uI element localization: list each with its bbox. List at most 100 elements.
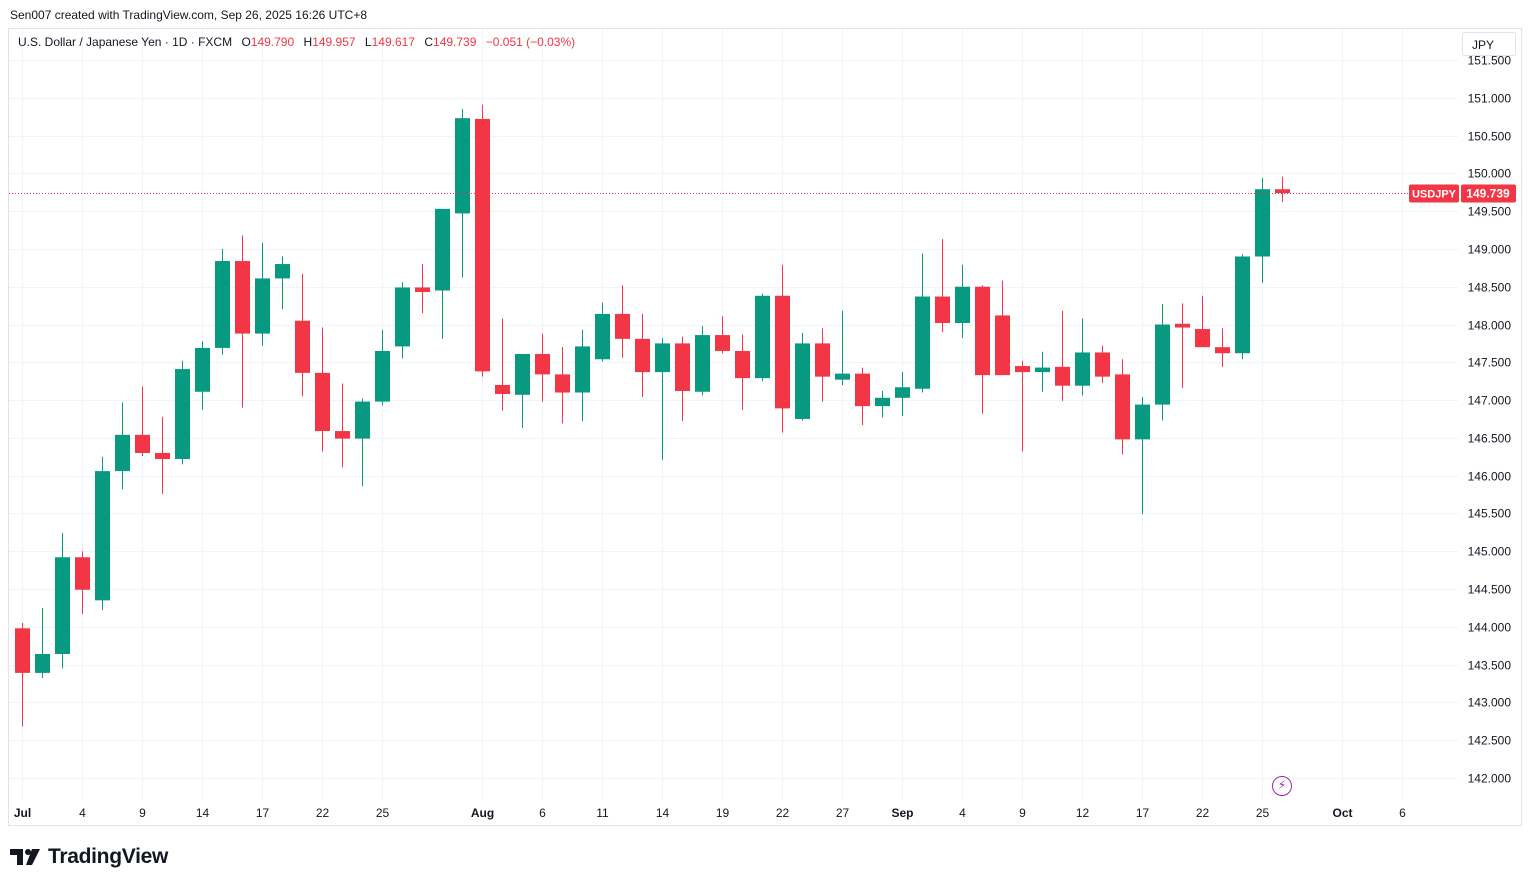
candle [235, 235, 250, 408]
candle-body [255, 278, 270, 334]
y-tick-label: 149.000 [1468, 243, 1512, 257]
candle [535, 333, 550, 402]
tradingview-logo-icon [10, 849, 40, 865]
candle [415, 264, 430, 314]
tradingview-logo[interactable]: TradingView [10, 845, 168, 869]
candle-body [55, 557, 70, 654]
candle [995, 280, 1010, 376]
candle [515, 353, 530, 429]
candle [895, 372, 910, 416]
candle-body [935, 296, 950, 323]
candle-body [75, 557, 90, 590]
candle [555, 347, 570, 424]
candle [1035, 351, 1050, 392]
x-tick-label: 22 [1196, 806, 1210, 820]
candle-body [1215, 347, 1230, 354]
y-tick-label: 146.500 [1468, 432, 1512, 446]
symbol-legend: U.S. Dollar / Japanese Yen · 1D · FXCM O… [18, 35, 575, 49]
y-tick-label: 149.500 [1468, 205, 1512, 219]
symbol-title[interactable]: U.S. Dollar / Japanese Yen · 1D · FXCM [18, 35, 233, 49]
candle-body [395, 287, 410, 347]
candle [795, 332, 810, 421]
candle-body [615, 313, 630, 339]
y-tick-label: 144.000 [1468, 621, 1512, 635]
candle [35, 607, 50, 679]
x-tick-label: Aug [471, 806, 494, 820]
x-tick-label: 17 [1136, 806, 1150, 820]
x-tick-label: 22 [776, 806, 790, 820]
y-axis: 142.000 142.500 143.000 143.500 144.000 144.5… [1468, 54, 1512, 786]
candle-layer [15, 104, 1290, 727]
x-tick-label: 22 [316, 806, 330, 820]
candle-body [115, 434, 130, 472]
candle-body [775, 295, 790, 409]
y-tick-label: 147.000 [1468, 394, 1512, 408]
candle [1135, 397, 1150, 515]
low-label: L [364, 35, 372, 49]
candle-body [1015, 366, 1030, 373]
candle [75, 551, 90, 614]
candle-body [355, 401, 370, 439]
candle [1275, 176, 1290, 203]
y-tick-label: 145.000 [1468, 545, 1512, 559]
grid-layer [9, 29, 1458, 800]
candle [15, 623, 30, 727]
chart-pane[interactable] [8, 28, 1522, 826]
low-value: 149.617 [371, 35, 415, 49]
candle-body [495, 384, 510, 395]
candle [175, 360, 190, 465]
y-tick-label: 148.000 [1468, 319, 1512, 333]
y-tick-label: 150.500 [1468, 130, 1512, 144]
candle [735, 334, 750, 410]
candle-body [435, 208, 450, 291]
candle-body [975, 286, 990, 376]
candle-body [415, 287, 430, 293]
candle-body [1235, 256, 1250, 354]
candle [1015, 360, 1030, 452]
x-tick-label: Jul [14, 806, 31, 820]
symbol-tag-label: USDJPY [1412, 189, 1457, 201]
candle-body [195, 347, 210, 392]
candle-body [515, 353, 530, 395]
candle-body [535, 353, 550, 375]
candle [135, 386, 150, 456]
candle-body [175, 369, 190, 460]
x-tick-label: Oct [1332, 806, 1352, 820]
y-tick-label: 144.500 [1468, 583, 1512, 597]
flash-icon[interactable]: ⚡ [1272, 776, 1292, 796]
x-tick-label: 4 [959, 806, 966, 820]
candle [815, 328, 830, 402]
candle [475, 104, 490, 377]
chart-credit: Sen007 created with TradingView.com, Sep… [10, 8, 368, 22]
y-tick-label: 146.000 [1468, 470, 1512, 484]
candle-body [1075, 352, 1090, 386]
candle [635, 313, 650, 398]
y-tick-label: 142.500 [1468, 734, 1512, 748]
candle [875, 391, 890, 418]
candle-body [215, 261, 230, 348]
candle-body [1275, 189, 1290, 194]
candle [935, 239, 950, 333]
candle-body [95, 471, 110, 601]
candle-body [655, 343, 670, 373]
candle [715, 316, 730, 354]
candle-body [475, 118, 490, 372]
currency-button[interactable]: JPY [1462, 32, 1516, 56]
candle [695, 326, 710, 396]
last-price-tag-bg [1461, 184, 1516, 203]
x-tick-label: 25 [1256, 806, 1270, 820]
candle [835, 310, 850, 385]
candle-body [595, 313, 610, 360]
candle-body [675, 343, 690, 392]
y-tick-label: 142.000 [1468, 772, 1512, 786]
candle [1235, 254, 1250, 360]
x-tick-label: 17 [256, 806, 270, 820]
candle-body [1195, 329, 1210, 348]
candle-body [1115, 374, 1130, 440]
candle-body [1135, 404, 1150, 440]
candle-body [155, 452, 170, 460]
candle [1175, 303, 1190, 388]
candle-body [915, 296, 930, 389]
x-tick-label: 9 [139, 806, 146, 820]
